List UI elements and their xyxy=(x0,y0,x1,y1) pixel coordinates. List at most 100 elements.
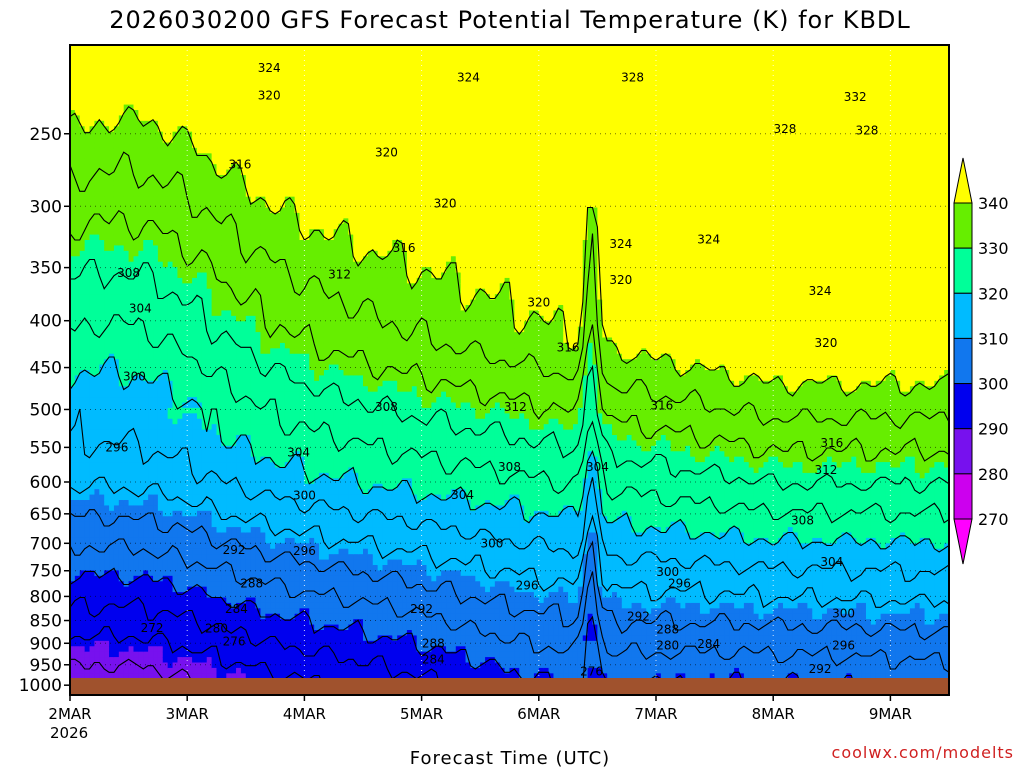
contour-band-cell xyxy=(118,532,125,539)
contour-band-cell xyxy=(138,272,144,279)
contour-band-cell xyxy=(211,180,218,187)
contour-band-cell xyxy=(192,462,198,469)
contour-band-cell xyxy=(255,651,262,658)
contour-band-cell xyxy=(94,407,100,414)
contour-band-cell xyxy=(79,532,86,539)
contour-band-cell xyxy=(113,77,120,84)
contour-band-cell xyxy=(113,326,120,333)
contour-band-cell xyxy=(211,164,218,171)
contour-band-cell xyxy=(133,120,139,127)
contour-band-cell xyxy=(70,619,76,626)
contour-band-cell xyxy=(109,407,115,414)
contour-band-cell xyxy=(70,202,76,209)
contour-band-cell xyxy=(84,120,91,127)
contour-band-cell xyxy=(231,142,237,149)
contour-band-cell xyxy=(216,380,222,387)
contour-band-cell xyxy=(240,202,247,209)
contour-band-cell xyxy=(89,115,96,122)
contour-band-cell xyxy=(255,359,262,366)
contour-band-cell xyxy=(113,673,120,680)
contour-band-cell xyxy=(128,451,135,458)
contour-band-cell xyxy=(143,110,149,117)
contour-band-cell xyxy=(74,445,81,452)
contour-band-cell xyxy=(216,299,222,306)
contour-band-cell xyxy=(250,185,257,192)
contour-band-cell xyxy=(240,402,247,409)
contour-band-cell xyxy=(118,142,125,149)
contour-band-cell xyxy=(250,440,257,447)
contour-band-cell xyxy=(231,299,237,306)
contour-band-cell xyxy=(192,597,198,604)
contour-band-cell xyxy=(255,202,262,209)
contour-band-cell xyxy=(221,543,227,550)
contour-band-cell xyxy=(216,256,222,263)
contour-band-cell xyxy=(138,77,144,84)
contour-band-cell xyxy=(109,191,115,198)
contour-band-cell xyxy=(148,472,154,479)
contour-band-cell xyxy=(216,126,222,133)
contour-band-cell xyxy=(167,315,174,322)
contour-band-cell xyxy=(104,527,110,534)
contour-band-cell xyxy=(113,283,120,290)
contour-band-cell xyxy=(153,662,159,669)
contour-band-cell xyxy=(162,126,169,133)
contour-band-cell xyxy=(118,261,125,268)
contour-band-cell xyxy=(118,175,125,182)
contour-band-cell xyxy=(211,212,218,219)
contour-band-cell xyxy=(226,516,232,523)
contour-band-cell xyxy=(240,104,247,111)
contour-band-cell xyxy=(123,207,130,214)
contour-band-cell xyxy=(74,288,81,295)
contour-band-cell xyxy=(270,212,276,219)
contour-band-cell xyxy=(133,586,139,593)
contour-band-cell xyxy=(206,88,213,95)
contour-band-cell xyxy=(133,548,139,555)
contour-band-cell xyxy=(109,424,115,431)
contour-band-cell xyxy=(138,505,144,512)
contour-band-cell xyxy=(79,288,86,295)
contour-band-cell xyxy=(113,467,120,474)
contour-band-cell xyxy=(79,142,86,149)
contour-band-cell xyxy=(89,602,96,609)
contour-band-cell xyxy=(143,581,149,588)
contour-band-cell xyxy=(206,646,213,653)
contour-band-cell xyxy=(206,250,213,257)
contour-band-cell xyxy=(94,667,100,674)
contour-band-cell xyxy=(221,180,227,187)
contour-band-cell xyxy=(260,478,266,485)
contour-band-cell xyxy=(118,229,125,236)
contour-band-cell xyxy=(255,662,262,669)
contour-band-cell xyxy=(172,673,179,680)
contour-band-cell xyxy=(240,662,247,669)
contour-band-cell xyxy=(157,261,164,268)
contour-band-cell xyxy=(221,445,227,452)
contour-band-cell xyxy=(240,120,247,127)
contour-band-cell xyxy=(162,435,169,442)
contour-band-cell xyxy=(250,667,257,674)
contour-band-cell xyxy=(255,277,262,284)
contour-band-cell xyxy=(236,277,242,284)
contour-band-cell xyxy=(177,315,183,322)
contour-band-cell xyxy=(196,640,203,647)
contour-bands xyxy=(70,45,949,695)
contour-band-cell xyxy=(162,543,169,550)
contour-band-cell xyxy=(221,440,227,447)
contour-band-cell xyxy=(70,240,76,247)
contour-band-cell xyxy=(231,586,237,593)
contour-band-cell xyxy=(172,565,179,572)
contour-band-cell xyxy=(104,402,110,409)
contour-band-cell xyxy=(70,657,76,664)
contour-band-cell xyxy=(143,646,149,653)
contour-band-cell xyxy=(157,440,164,447)
contour-band-cell xyxy=(84,175,91,182)
contour-band-cell xyxy=(113,45,120,52)
contour-band-cell xyxy=(270,353,276,360)
contour-band-cell xyxy=(99,299,105,306)
contour-band-cell xyxy=(206,240,213,247)
contour-band-cell xyxy=(270,142,276,149)
contour-band-cell xyxy=(74,299,81,306)
contour-band-cell xyxy=(182,424,188,431)
contour-band-cell xyxy=(113,391,120,398)
contour-band-cell xyxy=(226,245,232,252)
contour-band-cell xyxy=(182,407,188,414)
